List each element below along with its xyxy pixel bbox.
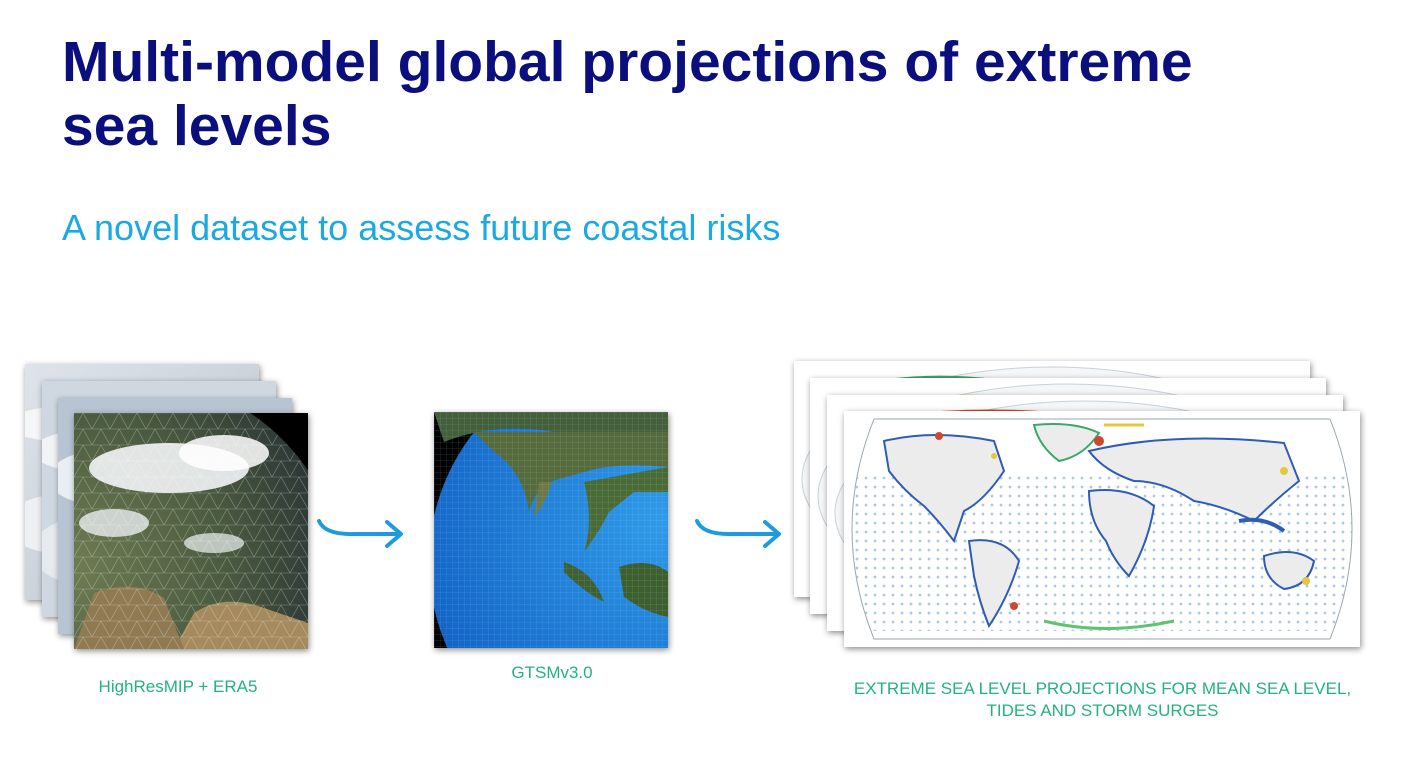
- earth-southeast-asia-grid-image: [434, 412, 668, 648]
- step-caption-model: GTSMv3.0: [511, 663, 593, 682]
- world-map-projection-image: [851, 418, 1353, 640]
- arrow-icon: [695, 519, 781, 548]
- step-caption-projections: EXTREME SEA LEVEL PROJECTIONS FOR MEAN S…: [853, 679, 1352, 720]
- arrow-icon: [317, 519, 403, 548]
- step-caption-forcing: HighResMIP + ERA5: [98, 677, 258, 696]
- map-card-front: [844, 411, 1360, 647]
- earth-card-front: [74, 413, 308, 649]
- gtsm-card: [434, 412, 668, 648]
- slide-title: Multi-model global projections of extrem…: [62, 30, 1193, 158]
- slide-subtitle: A novel dataset to assess future coastal…: [62, 207, 781, 248]
- earth-europe-mesh-image: [74, 413, 308, 649]
